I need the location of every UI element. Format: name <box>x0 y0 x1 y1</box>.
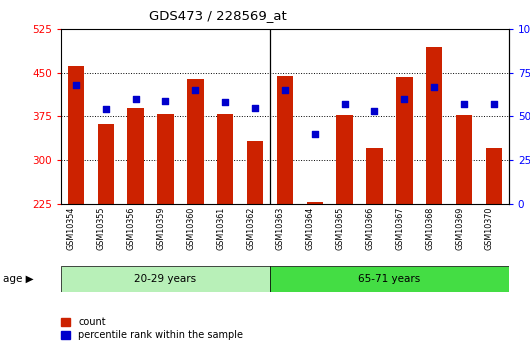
Text: 20-29 years: 20-29 years <box>135 274 197 284</box>
Bar <box>187 79 204 204</box>
Point <box>311 131 319 137</box>
Point <box>400 96 409 102</box>
Bar <box>157 114 174 204</box>
Text: GSM10370: GSM10370 <box>485 207 494 250</box>
Text: age ▶: age ▶ <box>3 274 33 284</box>
Text: GSM10363: GSM10363 <box>276 207 285 250</box>
Point <box>72 82 80 88</box>
Bar <box>68 66 84 204</box>
Text: GSM10361: GSM10361 <box>216 207 225 250</box>
Bar <box>217 114 233 204</box>
Bar <box>426 47 443 204</box>
Text: GSM10369: GSM10369 <box>455 207 464 250</box>
Text: GSM10355: GSM10355 <box>97 207 106 250</box>
Text: GSM10359: GSM10359 <box>156 207 165 250</box>
Point <box>460 101 469 107</box>
Text: GSM10368: GSM10368 <box>425 207 434 250</box>
Point <box>370 108 378 114</box>
Bar <box>396 77 412 204</box>
Legend: count, percentile rank within the sample: count, percentile rank within the sample <box>60 317 243 340</box>
Point <box>191 88 199 93</box>
Point <box>281 88 289 93</box>
Point <box>131 96 140 102</box>
Point <box>340 101 349 107</box>
Point <box>430 84 438 90</box>
Bar <box>277 76 293 204</box>
Text: GSM10354: GSM10354 <box>67 207 76 250</box>
Point <box>251 105 259 110</box>
Bar <box>337 115 353 204</box>
Point <box>102 107 110 112</box>
Bar <box>456 115 472 204</box>
Text: GSM10360: GSM10360 <box>187 207 195 250</box>
Bar <box>306 202 323 204</box>
Text: GSM10366: GSM10366 <box>366 207 374 250</box>
Point <box>221 100 229 105</box>
Text: GSM10364: GSM10364 <box>306 207 315 250</box>
Text: GSM10362: GSM10362 <box>246 207 255 250</box>
Text: GSM10365: GSM10365 <box>335 207 344 250</box>
Text: GSM10356: GSM10356 <box>127 207 136 250</box>
Text: 65-71 years: 65-71 years <box>358 274 420 284</box>
Text: GDS473 / 228569_at: GDS473 / 228569_at <box>149 9 287 22</box>
Text: GSM10367: GSM10367 <box>395 207 404 250</box>
Bar <box>485 148 502 204</box>
Point <box>161 98 170 104</box>
Bar <box>366 148 383 204</box>
Bar <box>270 266 509 292</box>
Bar <box>61 266 270 292</box>
Bar <box>98 124 114 204</box>
Bar <box>127 108 144 204</box>
Bar <box>247 141 263 204</box>
Point <box>490 101 498 107</box>
